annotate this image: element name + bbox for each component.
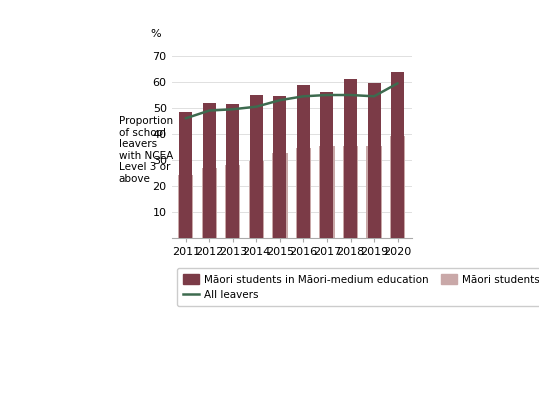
Bar bbox=[273, 96, 286, 238]
Bar bbox=[178, 175, 194, 238]
Bar bbox=[250, 95, 263, 238]
Bar bbox=[272, 153, 287, 238]
Bar bbox=[321, 92, 334, 238]
Bar bbox=[391, 72, 404, 238]
Bar bbox=[367, 146, 382, 238]
Bar bbox=[179, 112, 192, 238]
Bar bbox=[390, 136, 405, 238]
Bar bbox=[368, 83, 381, 238]
Bar bbox=[203, 103, 216, 238]
Bar bbox=[248, 161, 264, 238]
Bar bbox=[296, 148, 311, 238]
Bar bbox=[319, 146, 335, 238]
Bar bbox=[344, 80, 357, 238]
Bar bbox=[225, 165, 240, 238]
Bar bbox=[226, 104, 239, 238]
Legend: Māori students in Māori-medium education, All leavers, Māori students in English: Māori students in Māori-medium education… bbox=[177, 268, 539, 306]
Bar bbox=[343, 146, 358, 238]
Y-axis label: Proportion
of school
leavers
with NCEA
Level 3 or
above: Proportion of school leavers with NCEA L… bbox=[119, 116, 173, 184]
Text: %: % bbox=[151, 29, 161, 39]
Bar bbox=[297, 85, 310, 238]
Bar bbox=[202, 168, 217, 238]
